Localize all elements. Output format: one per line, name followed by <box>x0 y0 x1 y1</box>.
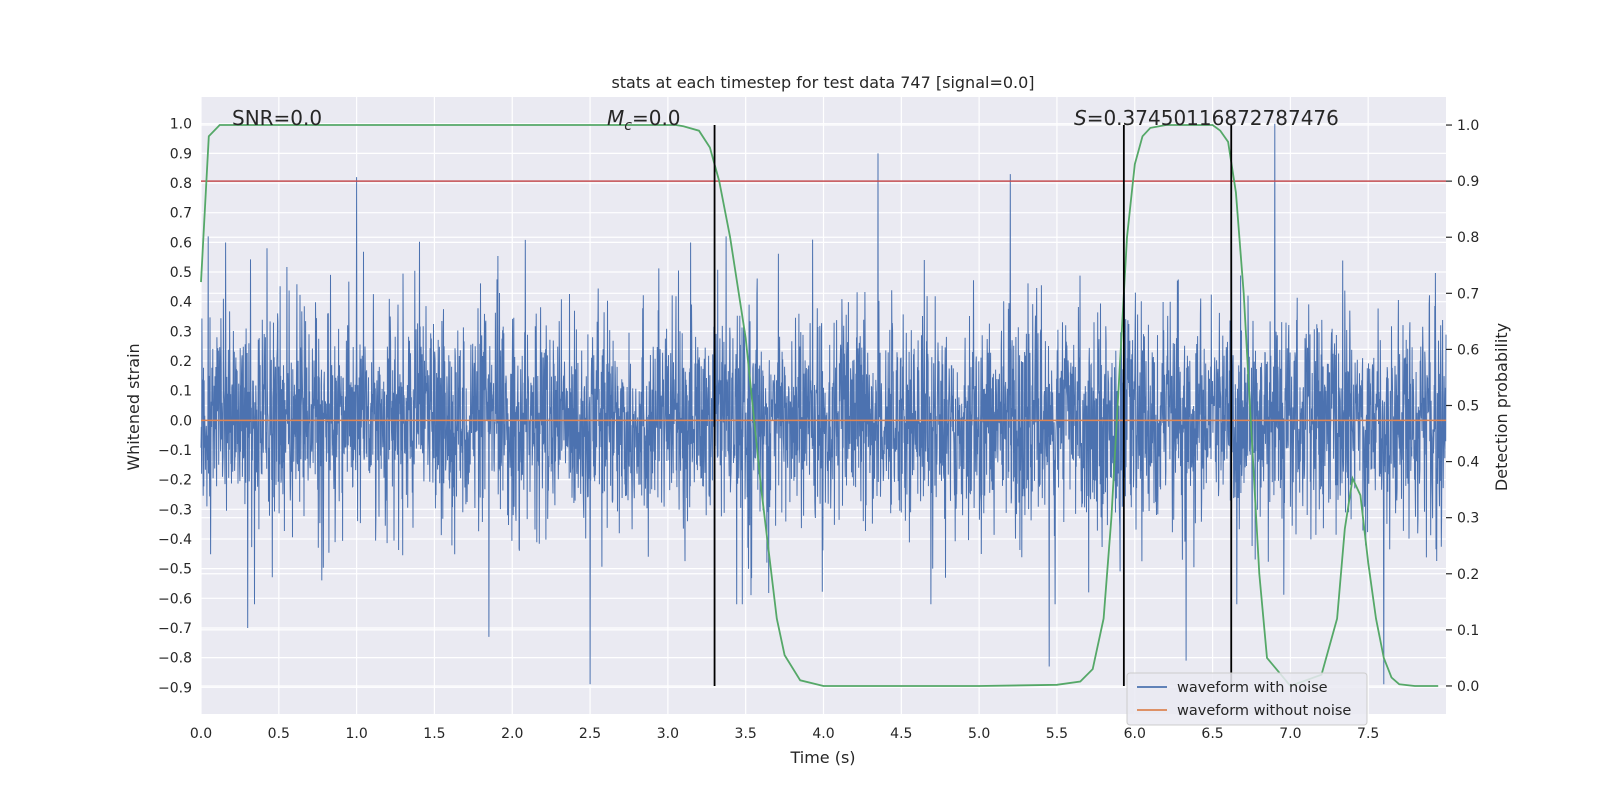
series-waveform-with-noise <box>200 123 1447 685</box>
y-axis-ticks: −0.9 −0.8 −0.7 −0.6 −0.5 −0.4 −0.3 −0.2 −0.1 0.0 0… <box>158 117 192 697</box>
x-tick-label: 5.5 <box>1046 726 1068 742</box>
y-tick-label: 0.1 <box>170 384 192 400</box>
y2-tick-label: 0.8 <box>1457 230 1479 246</box>
y2-tick-label: 0.2 <box>1457 567 1479 583</box>
x-axis-label: Time (s) <box>789 748 855 767</box>
x-tick-label: 7.0 <box>1279 726 1301 742</box>
y-tick-label: 0.3 <box>170 324 192 340</box>
x-tick-label: 0.0 <box>190 726 212 742</box>
x-tick-label: 6.0 <box>1124 726 1146 742</box>
y-tick-label: 0.9 <box>170 146 192 162</box>
y-tick-label: 0.7 <box>170 206 192 222</box>
x-tick-label: 0.5 <box>268 726 290 742</box>
y-tick-label: 0.5 <box>170 265 192 281</box>
y2-tick-label: 1.0 <box>1457 118 1479 134</box>
y2-axis-ticks: 0.0 0.1 0.2 0.3 0.4 0.5 0.6 0.7 0.8 0.9 1.0 <box>1446 118 1479 695</box>
annotation-score: S=0.37450116872787476 <box>1074 106 1339 130</box>
y2-tick-label: 0.0 <box>1457 679 1479 695</box>
y-tick-label: 0.8 <box>170 176 192 192</box>
annotation-snr: SNR=0.0 <box>232 106 322 130</box>
legend-label-clean: waveform without noise <box>1177 703 1351 719</box>
x-axis-ticks: 0.0 0.5 1.0 1.5 2.0 2.5 3.0 3.5 4.0 4.5 5.0 5.5 6.0 6… <box>190 726 1379 742</box>
x-tick-label: 5.0 <box>968 726 990 742</box>
y-tick-label: −0.2 <box>158 473 192 489</box>
y2-tick-label: 0.5 <box>1457 399 1479 415</box>
y2-tick-label: 0.4 <box>1457 455 1479 471</box>
y2-tick-label: 0.3 <box>1457 511 1479 527</box>
legend-label-noise: waveform with noise <box>1177 680 1328 696</box>
y-tick-label: −0.1 <box>158 443 192 459</box>
legend-box <box>1126 672 1368 726</box>
y-tick-label: −0.4 <box>158 532 192 548</box>
x-tick-label: 3.5 <box>735 726 757 742</box>
x-tick-label: 3.0 <box>657 726 679 742</box>
series-detection-probability <box>200 124 1439 688</box>
y2-tick-label: 0.9 <box>1457 174 1479 190</box>
x-tick-label: 4.5 <box>890 726 912 742</box>
y2-axis-label: Detection probability <box>1492 323 1511 491</box>
y-tick-label: −0.7 <box>158 621 192 637</box>
y-axis-label: Whitened strain <box>124 343 143 470</box>
y-tick-label: 0.2 <box>170 354 192 370</box>
chart-title: stats at each timestep for test data 747… <box>611 73 1034 92</box>
x-tick-label: 4.0 <box>812 726 834 742</box>
vertical-markers <box>713 125 1233 686</box>
x-tick-label: 1.0 <box>345 726 367 742</box>
y-tick-label: −0.3 <box>158 502 192 518</box>
y-tick-label: −0.6 <box>158 591 192 607</box>
overlays <box>200 124 1446 688</box>
y-tick-label: 0.6 <box>170 235 192 251</box>
y2-tick-label: 0.1 <box>1457 623 1479 639</box>
x-tick-label: 1.5 <box>423 726 445 742</box>
waveforms <box>200 123 1447 685</box>
y-tick-label: −0.9 <box>158 680 192 696</box>
y2-tick-label: 0.6 <box>1457 342 1479 358</box>
x-tick-label: 7.5 <box>1357 726 1379 742</box>
y-tick-label: 0.0 <box>170 413 192 429</box>
y-tick-label: −0.5 <box>158 562 192 578</box>
y2-tick-label: 0.7 <box>1457 286 1479 302</box>
legend: waveform with noise waveform without noi… <box>1126 672 1368 726</box>
x-tick-label: 6.5 <box>1201 726 1223 742</box>
y-tick-label: 0.4 <box>170 295 192 311</box>
y-tick-label: 1.0 <box>170 117 192 133</box>
annotation-chirp-mass: Mc=0.0 <box>607 106 681 134</box>
x-tick-label: 2.5 <box>579 726 601 742</box>
y-tick-label: −0.8 <box>158 651 192 667</box>
x-tick-label: 2.0 <box>501 726 523 742</box>
